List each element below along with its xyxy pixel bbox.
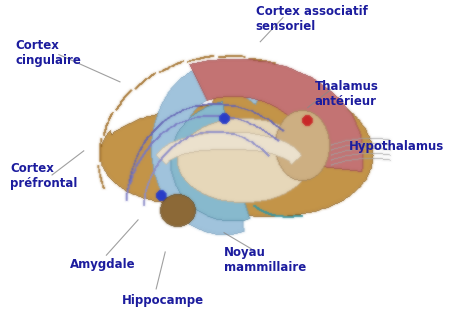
Text: Noyau
mammillaire: Noyau mammillaire: [224, 246, 306, 273]
Text: Amygdale: Amygdale: [70, 258, 136, 271]
Text: Cortex associatif
sensoriel: Cortex associatif sensoriel: [256, 5, 368, 33]
Text: Cortex
cingulaire: Cortex cingulaire: [16, 39, 82, 66]
Text: Thalamus
antérieur: Thalamus antérieur: [315, 80, 379, 108]
Text: Hippocampe: Hippocampe: [122, 294, 204, 307]
Text: Hypothalamus: Hypothalamus: [349, 140, 444, 152]
Text: Cortex
préfrontal: Cortex préfrontal: [10, 162, 77, 190]
